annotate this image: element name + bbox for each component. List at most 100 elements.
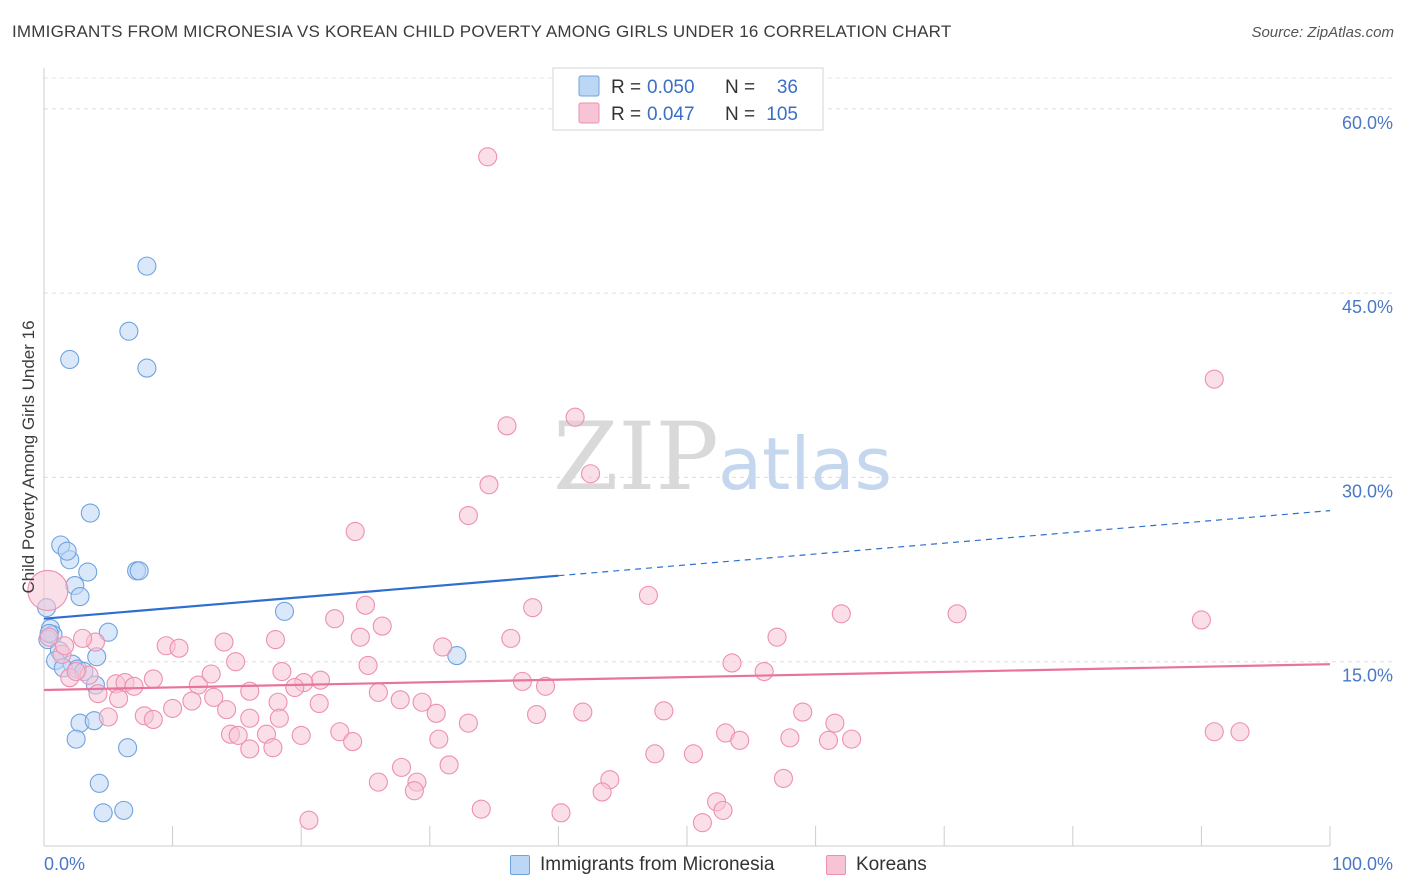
point-koreans-101 <box>73 628 93 648</box>
point-koreans-96 <box>471 799 491 819</box>
point-micronesia-8 <box>78 562 98 582</box>
point-micronesia-34 <box>114 800 134 820</box>
legend-r-label-micronesia: R = <box>611 77 641 98</box>
point-koreans-81 <box>1204 722 1224 742</box>
point-koreans-32 <box>358 655 378 675</box>
point-koreans-66 <box>458 713 478 733</box>
point-micronesia-17 <box>98 622 118 642</box>
point-koreans-60 <box>426 703 446 723</box>
point-koreans-72 <box>330 722 350 742</box>
tick-labels: 15.0% 30.0% 45.0% 60.0% 0.0% 100.0% <box>44 113 1393 874</box>
point-koreans-29 <box>722 653 742 673</box>
point-koreans-46 <box>412 692 432 712</box>
legend-r-label-koreans: R = <box>611 104 641 125</box>
point-koreans-100 <box>201 664 221 684</box>
point-koreans-102 <box>55 636 75 656</box>
x-tick-label-0: 0.0% <box>44 854 85 874</box>
point-koreans-65 <box>825 713 845 733</box>
point-koreans-92 <box>404 781 424 801</box>
point-koreans-23 <box>433 637 453 657</box>
point-koreans-59 <box>143 709 163 730</box>
point-koreans-55 <box>217 700 237 720</box>
point-koreans-13 <box>947 604 967 624</box>
point-micronesia-10 <box>129 561 149 581</box>
legend-r-value-micronesia: 0.050 <box>647 77 695 98</box>
legend-item-micronesia: Immigrants from Micronesia <box>510 852 774 878</box>
legend-box-swatch-koreans <box>578 102 600 124</box>
y-tick-label-1: 30.0% <box>1342 481 1393 501</box>
point-koreans-80 <box>842 729 862 749</box>
point-koreans-63 <box>654 701 674 721</box>
point-koreans-12 <box>831 604 851 624</box>
legend: R = 0.050 N = 36 R = 0.047 N = 105 <box>552 67 824 131</box>
point-koreans-25 <box>767 627 787 647</box>
chart-source: Source: ZipAtlas.com <box>1251 24 1394 41</box>
point-koreans-26 <box>350 627 370 647</box>
point-koreans-56 <box>163 698 183 718</box>
legend-label-koreans: Koreans <box>856 854 927 875</box>
point-koreans-62 <box>573 702 593 722</box>
y-tick-label-3: 60.0% <box>1342 113 1393 133</box>
point-koreans-84 <box>240 739 260 759</box>
legend-n-label-micronesia: N = <box>725 77 755 98</box>
point-koreans-18 <box>265 630 286 650</box>
y-axis-label: Child Poverty Among Girls Under 16 <box>19 320 38 593</box>
point-micronesia-4 <box>80 503 100 523</box>
point-koreans-50 <box>109 689 129 709</box>
point-koreans-48 <box>535 676 556 696</box>
bottom-legend: Immigrants from Micronesia Koreans <box>0 852 1406 878</box>
point-micronesia-3 <box>137 358 157 378</box>
x-tick-label-1: 100.0% <box>1332 854 1393 874</box>
point-koreans-88 <box>368 772 388 792</box>
trend-lines <box>43 510 1331 692</box>
point-koreans-74 <box>645 744 665 764</box>
point-koreans-49 <box>88 684 108 704</box>
point-micronesia-12 <box>70 587 90 607</box>
point-micronesia-32 <box>89 773 109 793</box>
point-koreans-73 <box>429 729 449 749</box>
point-koreans-6 <box>458 505 478 526</box>
point-koreans-33 <box>310 670 331 690</box>
trend-line-koreans <box>43 663 1331 692</box>
trend-line-ext-micronesia <box>558 510 1331 577</box>
point-koreans-85 <box>343 732 363 752</box>
point-koreans-28 <box>226 652 246 672</box>
point-micronesia-30 <box>66 729 86 749</box>
legend-r-value-koreans: 0.047 <box>647 104 695 125</box>
point-koreans-39 <box>124 676 144 696</box>
point-micronesia-31 <box>118 738 138 758</box>
point-koreans-97 <box>551 803 571 823</box>
point-koreans-82 <box>1230 722 1250 742</box>
y-tick-label-0: 15.0% <box>1342 666 1393 686</box>
point-koreans-2 <box>565 407 585 427</box>
point-koreans-61 <box>526 704 547 725</box>
point-koreans-58 <box>98 707 118 727</box>
point-koreans-75 <box>683 744 703 764</box>
point-koreans-87 <box>439 755 459 775</box>
point-koreans-103 <box>66 661 86 682</box>
point-koreans-98 <box>299 810 319 830</box>
point-koreans-8 <box>27 569 69 612</box>
trend-line-micronesia <box>43 574 559 620</box>
point-koreans-54 <box>309 693 329 714</box>
legend-item-koreans: Koreans <box>826 852 927 878</box>
point-koreans-77 <box>730 730 750 750</box>
point-koreans-4 <box>580 464 601 484</box>
point-koreans-24 <box>501 628 521 648</box>
point-micronesia-14 <box>274 601 295 621</box>
point-koreans-14 <box>1191 610 1211 630</box>
point-koreans-11 <box>523 598 543 618</box>
legend-swatch-micronesia <box>510 855 530 875</box>
point-koreans-79 <box>818 730 839 750</box>
point-koreans-16 <box>372 616 392 636</box>
point-koreans-3 <box>497 416 517 436</box>
point-koreans-64 <box>793 702 813 722</box>
watermark: ZIP atlas <box>553 403 892 512</box>
point-koreans-43 <box>285 677 305 698</box>
point-koreans-15 <box>325 609 345 629</box>
point-koreans-17 <box>39 627 59 647</box>
legend-box-swatch-micronesia <box>578 75 600 97</box>
point-koreans-71 <box>291 725 311 745</box>
point-koreans-53 <box>268 692 288 712</box>
